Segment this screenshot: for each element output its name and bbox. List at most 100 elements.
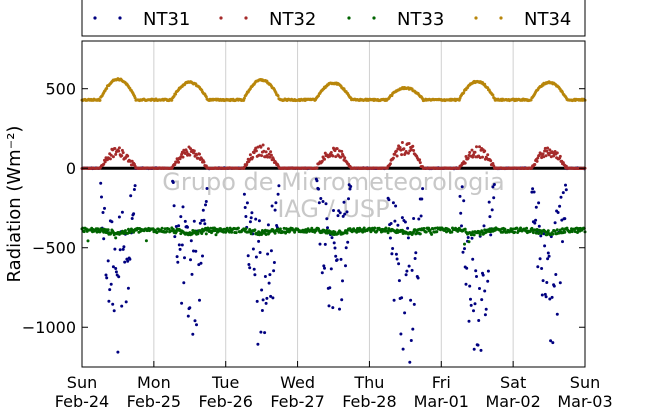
y-tick-label: 500: [45, 80, 76, 99]
data-point: [179, 215, 183, 219]
data-point: [185, 150, 189, 154]
data-point: [563, 230, 567, 234]
data-point: [177, 224, 181, 228]
data-point: [414, 251, 418, 255]
data-point: [266, 229, 270, 233]
data-point: [533, 221, 537, 225]
data-point: [317, 201, 321, 205]
data-point: [123, 260, 127, 264]
data-point: [324, 202, 328, 206]
data-point: [258, 251, 262, 254]
plot-area: Grupo de Micrometeorologia IAG / USP: [80, 40, 587, 368]
data-point: [543, 149, 547, 153]
data-point: [349, 185, 353, 188]
data-point: [468, 151, 472, 154]
data-point: [463, 242, 466, 246]
data-point: [462, 91, 466, 95]
data-point: [537, 224, 541, 228]
data-point: [174, 225, 178, 228]
data-point: [461, 250, 465, 254]
data-point: [120, 210, 124, 214]
data-point: [257, 230, 261, 234]
data-point: [188, 306, 192, 310]
legend-label: NT32: [269, 9, 316, 30]
data-point: [407, 264, 411, 268]
data-point: [189, 147, 192, 151]
data-point: [332, 209, 335, 212]
data-point: [466, 236, 470, 239]
data-point: [121, 151, 125, 155]
data-point: [257, 219, 261, 223]
data-point: [478, 233, 482, 237]
data-point: [513, 230, 517, 234]
data-point: [329, 267, 333, 271]
data-point: [252, 267, 256, 271]
data-point: [179, 155, 183, 159]
data-point: [491, 93, 495, 97]
data-point: [345, 231, 349, 235]
data-point: [409, 148, 413, 152]
data-point: [315, 166, 319, 170]
data-point: [245, 201, 249, 205]
data-point: [407, 142, 411, 145]
data-point: [546, 146, 550, 150]
data-point: [421, 187, 425, 191]
data-point: [402, 147, 406, 151]
data-point: [245, 163, 249, 167]
data-point: [266, 147, 270, 151]
data-point: [282, 226, 286, 230]
data-point: [462, 199, 466, 203]
data-point: [213, 226, 216, 230]
data-point: [564, 188, 568, 192]
data-point: [204, 200, 208, 203]
watermark-line-1: Grupo de Micrometeorologia: [162, 168, 504, 196]
data-point: [101, 211, 105, 214]
data-point: [269, 153, 273, 157]
data-point: [471, 155, 475, 159]
data-point: [249, 232, 253, 236]
data-point: [482, 224, 486, 228]
data-point: [268, 155, 272, 159]
data-point: [492, 183, 496, 186]
data-point: [344, 264, 347, 268]
data-point: [404, 150, 408, 153]
data-point: [419, 214, 423, 218]
data-point: [369, 230, 373, 234]
data-point: [277, 230, 281, 234]
data-point: [542, 155, 546, 159]
data-point: [334, 254, 338, 258]
legend-marker: [347, 16, 351, 20]
data-point: [198, 298, 201, 302]
data-point: [112, 309, 116, 313]
data-point: [391, 247, 395, 250]
data-point: [248, 228, 252, 231]
data-point: [329, 151, 333, 154]
data-point: [484, 307, 488, 311]
data-point: [199, 261, 203, 265]
data-point: [395, 154, 399, 158]
data-point: [398, 146, 402, 149]
data-point: [259, 330, 263, 334]
data-point: [121, 247, 125, 251]
data-point: [466, 156, 470, 160]
data-point: [489, 159, 493, 163]
data-point: [552, 284, 556, 288]
data-point: [181, 155, 185, 159]
data-point: [341, 214, 345, 218]
data-point: [100, 195, 103, 199]
data-point: [412, 149, 416, 152]
data-point: [219, 227, 222, 231]
data-point: [463, 227, 467, 231]
data-point: [469, 297, 472, 301]
data-point: [106, 228, 110, 232]
data-point: [456, 229, 460, 233]
data-point: [107, 299, 111, 303]
data-point: [176, 260, 180, 264]
legend-label: NT31: [143, 9, 190, 30]
data-point: [551, 341, 555, 345]
data-point: [549, 155, 553, 159]
legend-marker: [219, 16, 223, 20]
data-point: [217, 229, 221, 233]
data-point: [546, 229, 550, 233]
x-tick-label: Sat: [500, 373, 526, 392]
